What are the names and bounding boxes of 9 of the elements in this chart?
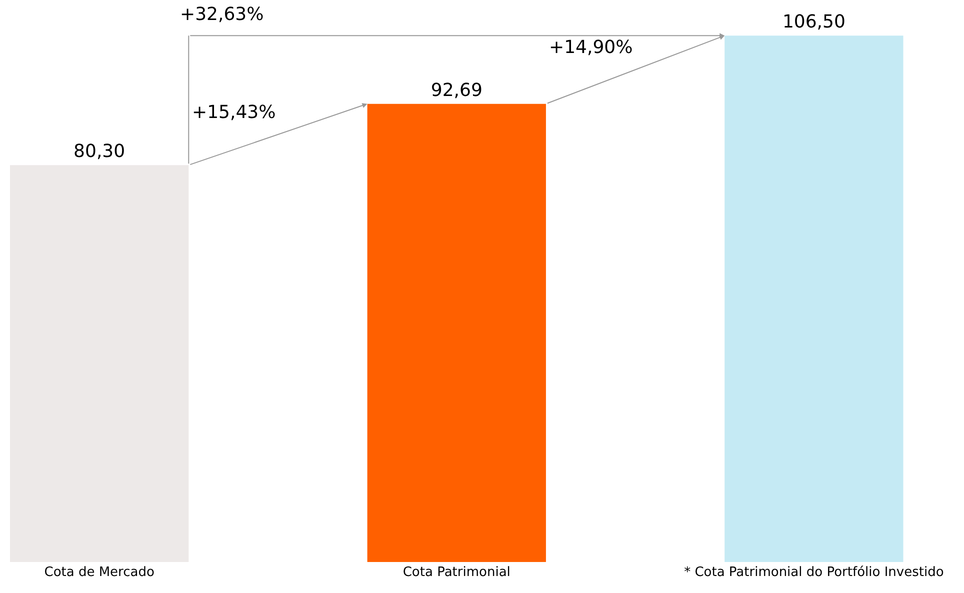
annotation: +14,90%	[549, 37, 633, 58]
data-label: 80,30	[74, 141, 126, 162]
text: +32,63%	[180, 4, 264, 25]
x-tick-label: * Cota Patrimonial do Portfólio Investido	[684, 565, 944, 580]
annotation: +15,43%	[192, 102, 276, 123]
x-tick-label: Cota Patrimonial	[402, 565, 510, 580]
x-tick-label: Cota de Mercado	[44, 565, 154, 580]
data-label: 106,50	[782, 12, 846, 33]
data-label: 92,69	[430, 80, 482, 101]
